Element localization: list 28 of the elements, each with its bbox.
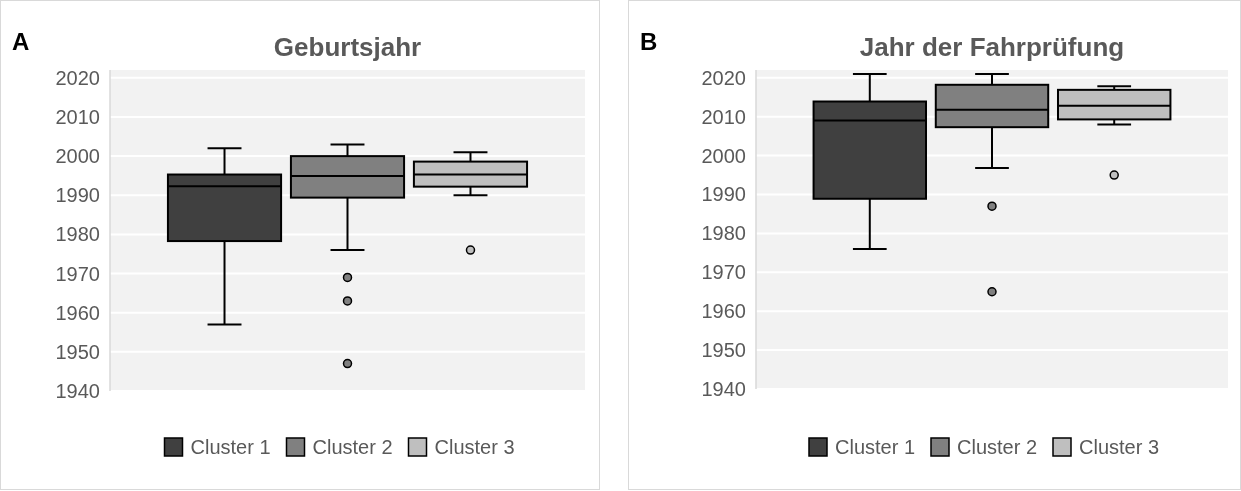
y-tick-label: 2000 xyxy=(701,144,746,167)
legend-label: Cluster 1 xyxy=(190,436,271,458)
y-tick-label: 1980 xyxy=(55,223,100,246)
y-tick-label: 1990 xyxy=(55,184,100,207)
text: A xyxy=(12,28,30,55)
chart-title: Jahr der Fahrprüfung xyxy=(859,32,1125,62)
legend-label: Cluster 2 xyxy=(312,436,393,458)
y-tick-label: 1960 xyxy=(701,300,746,323)
y-tick-label: 1990 xyxy=(701,183,746,206)
y-tick-label: 1960 xyxy=(55,301,100,324)
legend-label: Cluster 2 xyxy=(957,436,1038,458)
chart-title: Geburtsjahr xyxy=(273,32,422,62)
y-tick-label: 1950 xyxy=(55,340,100,363)
y-tick-label: 2020 xyxy=(55,66,100,89)
y-tick-label: 1970 xyxy=(55,262,100,285)
legend-label: Cluster 3 xyxy=(1079,436,1160,458)
y-tick-label: 2000 xyxy=(55,145,100,168)
text: B xyxy=(640,28,658,55)
legend-label: Cluster 1 xyxy=(835,436,916,458)
y-tick-label: 1950 xyxy=(701,339,746,362)
legend-label: Cluster 3 xyxy=(434,436,515,458)
y-tick-label: 1940 xyxy=(701,378,746,400)
y-tick-label: 2010 xyxy=(701,105,746,128)
y-tick-label: 2010 xyxy=(55,105,100,128)
y-tick-label: 1940 xyxy=(55,380,100,402)
y-tick-label: 2020 xyxy=(701,66,746,89)
y-tick-label: 1980 xyxy=(701,222,746,245)
y-tick-label: 1970 xyxy=(701,261,746,284)
